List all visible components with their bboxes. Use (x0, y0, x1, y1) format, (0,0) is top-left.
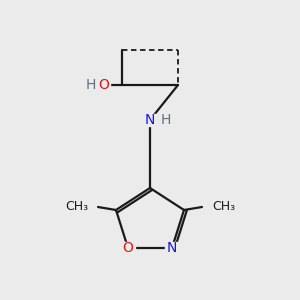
Bar (82, 79, 110, 91)
Text: O: O (98, 78, 109, 92)
Text: N: N (145, 113, 155, 127)
Bar (138, 114, 162, 126)
Text: H: H (85, 78, 96, 92)
Text: CH₃: CH₃ (65, 200, 88, 214)
Text: O: O (123, 241, 134, 255)
Bar (121, 242, 135, 254)
Text: CH₃: CH₃ (212, 200, 235, 214)
Bar (165, 242, 179, 254)
Text: N: N (167, 241, 177, 255)
Text: H: H (161, 113, 171, 127)
